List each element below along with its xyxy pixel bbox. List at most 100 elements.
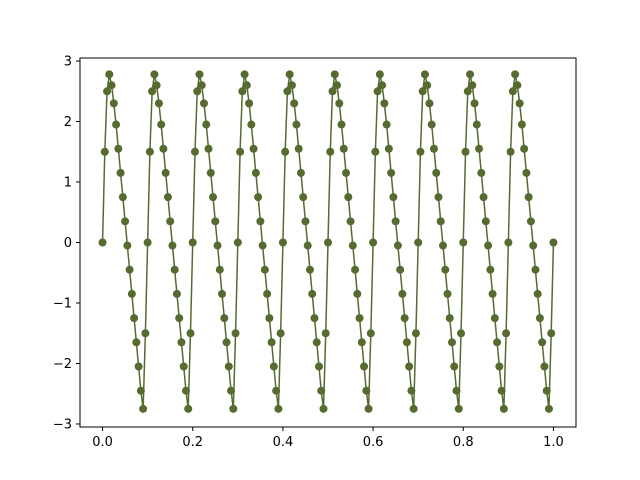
marker	[168, 241, 177, 250]
marker	[130, 314, 139, 323]
marker	[466, 70, 475, 79]
marker	[231, 329, 240, 338]
x-tick-label: 0.6	[363, 435, 384, 450]
marker	[177, 338, 186, 347]
marker	[391, 217, 400, 226]
marker	[402, 338, 411, 347]
x-tick-label: 0.4	[273, 435, 294, 450]
marker	[267, 338, 276, 347]
y-tick-label: 1	[64, 176, 72, 191]
marker	[407, 386, 416, 395]
marker	[366, 329, 375, 338]
marker	[547, 329, 556, 338]
marker	[321, 329, 330, 338]
marker	[335, 99, 344, 108]
marker	[468, 81, 477, 90]
marker	[245, 99, 254, 108]
marker	[181, 386, 190, 395]
marker	[457, 329, 466, 338]
marker	[454, 404, 463, 413]
marker	[204, 144, 213, 153]
marker	[511, 70, 520, 79]
marker	[213, 241, 222, 250]
marker	[294, 144, 303, 153]
marker	[495, 362, 504, 371]
marker	[484, 241, 493, 250]
marker	[342, 168, 351, 177]
marker	[506, 147, 515, 156]
marker	[508, 87, 517, 96]
marker	[499, 404, 508, 413]
marker	[172, 289, 181, 298]
marker	[549, 238, 558, 247]
marker	[276, 329, 285, 338]
marker	[418, 87, 427, 96]
marker	[242, 81, 251, 90]
marker	[472, 120, 481, 129]
marker	[405, 362, 414, 371]
marker	[461, 147, 470, 156]
marker	[218, 289, 227, 298]
marker	[326, 147, 335, 156]
marker	[229, 404, 238, 413]
marker	[459, 238, 468, 247]
marker	[139, 404, 148, 413]
marker	[285, 70, 294, 79]
marker	[127, 289, 136, 298]
marker	[371, 147, 380, 156]
marker	[434, 193, 443, 202]
marker	[344, 193, 353, 202]
marker	[463, 87, 472, 96]
marker	[287, 81, 296, 90]
marker	[170, 265, 179, 274]
marker	[317, 386, 326, 395]
marker	[540, 362, 549, 371]
marker	[362, 386, 371, 395]
marker	[188, 238, 197, 247]
marker	[312, 338, 321, 347]
marker	[411, 329, 420, 338]
marker	[337, 120, 346, 129]
marker	[227, 386, 236, 395]
marker	[109, 99, 118, 108]
marker	[233, 238, 242, 247]
marker	[292, 120, 301, 129]
marker	[166, 217, 175, 226]
marker	[190, 147, 199, 156]
marker	[330, 70, 339, 79]
marker	[535, 314, 544, 323]
marker	[159, 144, 168, 153]
marker	[538, 338, 547, 347]
marker	[429, 144, 438, 153]
marker	[251, 168, 260, 177]
marker	[148, 87, 157, 96]
marker	[125, 265, 134, 274]
marker	[274, 404, 283, 413]
marker	[136, 386, 145, 395]
marker	[522, 168, 531, 177]
marker	[186, 329, 195, 338]
marker	[427, 120, 436, 129]
marker	[529, 241, 538, 250]
marker	[373, 87, 382, 96]
marker	[416, 147, 425, 156]
marker	[281, 147, 290, 156]
marker	[380, 99, 389, 108]
marker	[414, 238, 423, 247]
x-tick-label: 0.2	[182, 435, 203, 450]
marker	[134, 362, 143, 371]
marker	[470, 99, 479, 108]
marker	[393, 241, 402, 250]
marker	[425, 99, 434, 108]
marker	[145, 147, 154, 156]
marker	[301, 217, 310, 226]
marker	[132, 338, 141, 347]
marker	[452, 386, 461, 395]
marker	[488, 289, 497, 298]
marker	[123, 241, 132, 250]
marker	[303, 241, 312, 250]
marker	[215, 265, 224, 274]
marker	[479, 193, 488, 202]
x-tick-label: 0.8	[453, 435, 474, 450]
